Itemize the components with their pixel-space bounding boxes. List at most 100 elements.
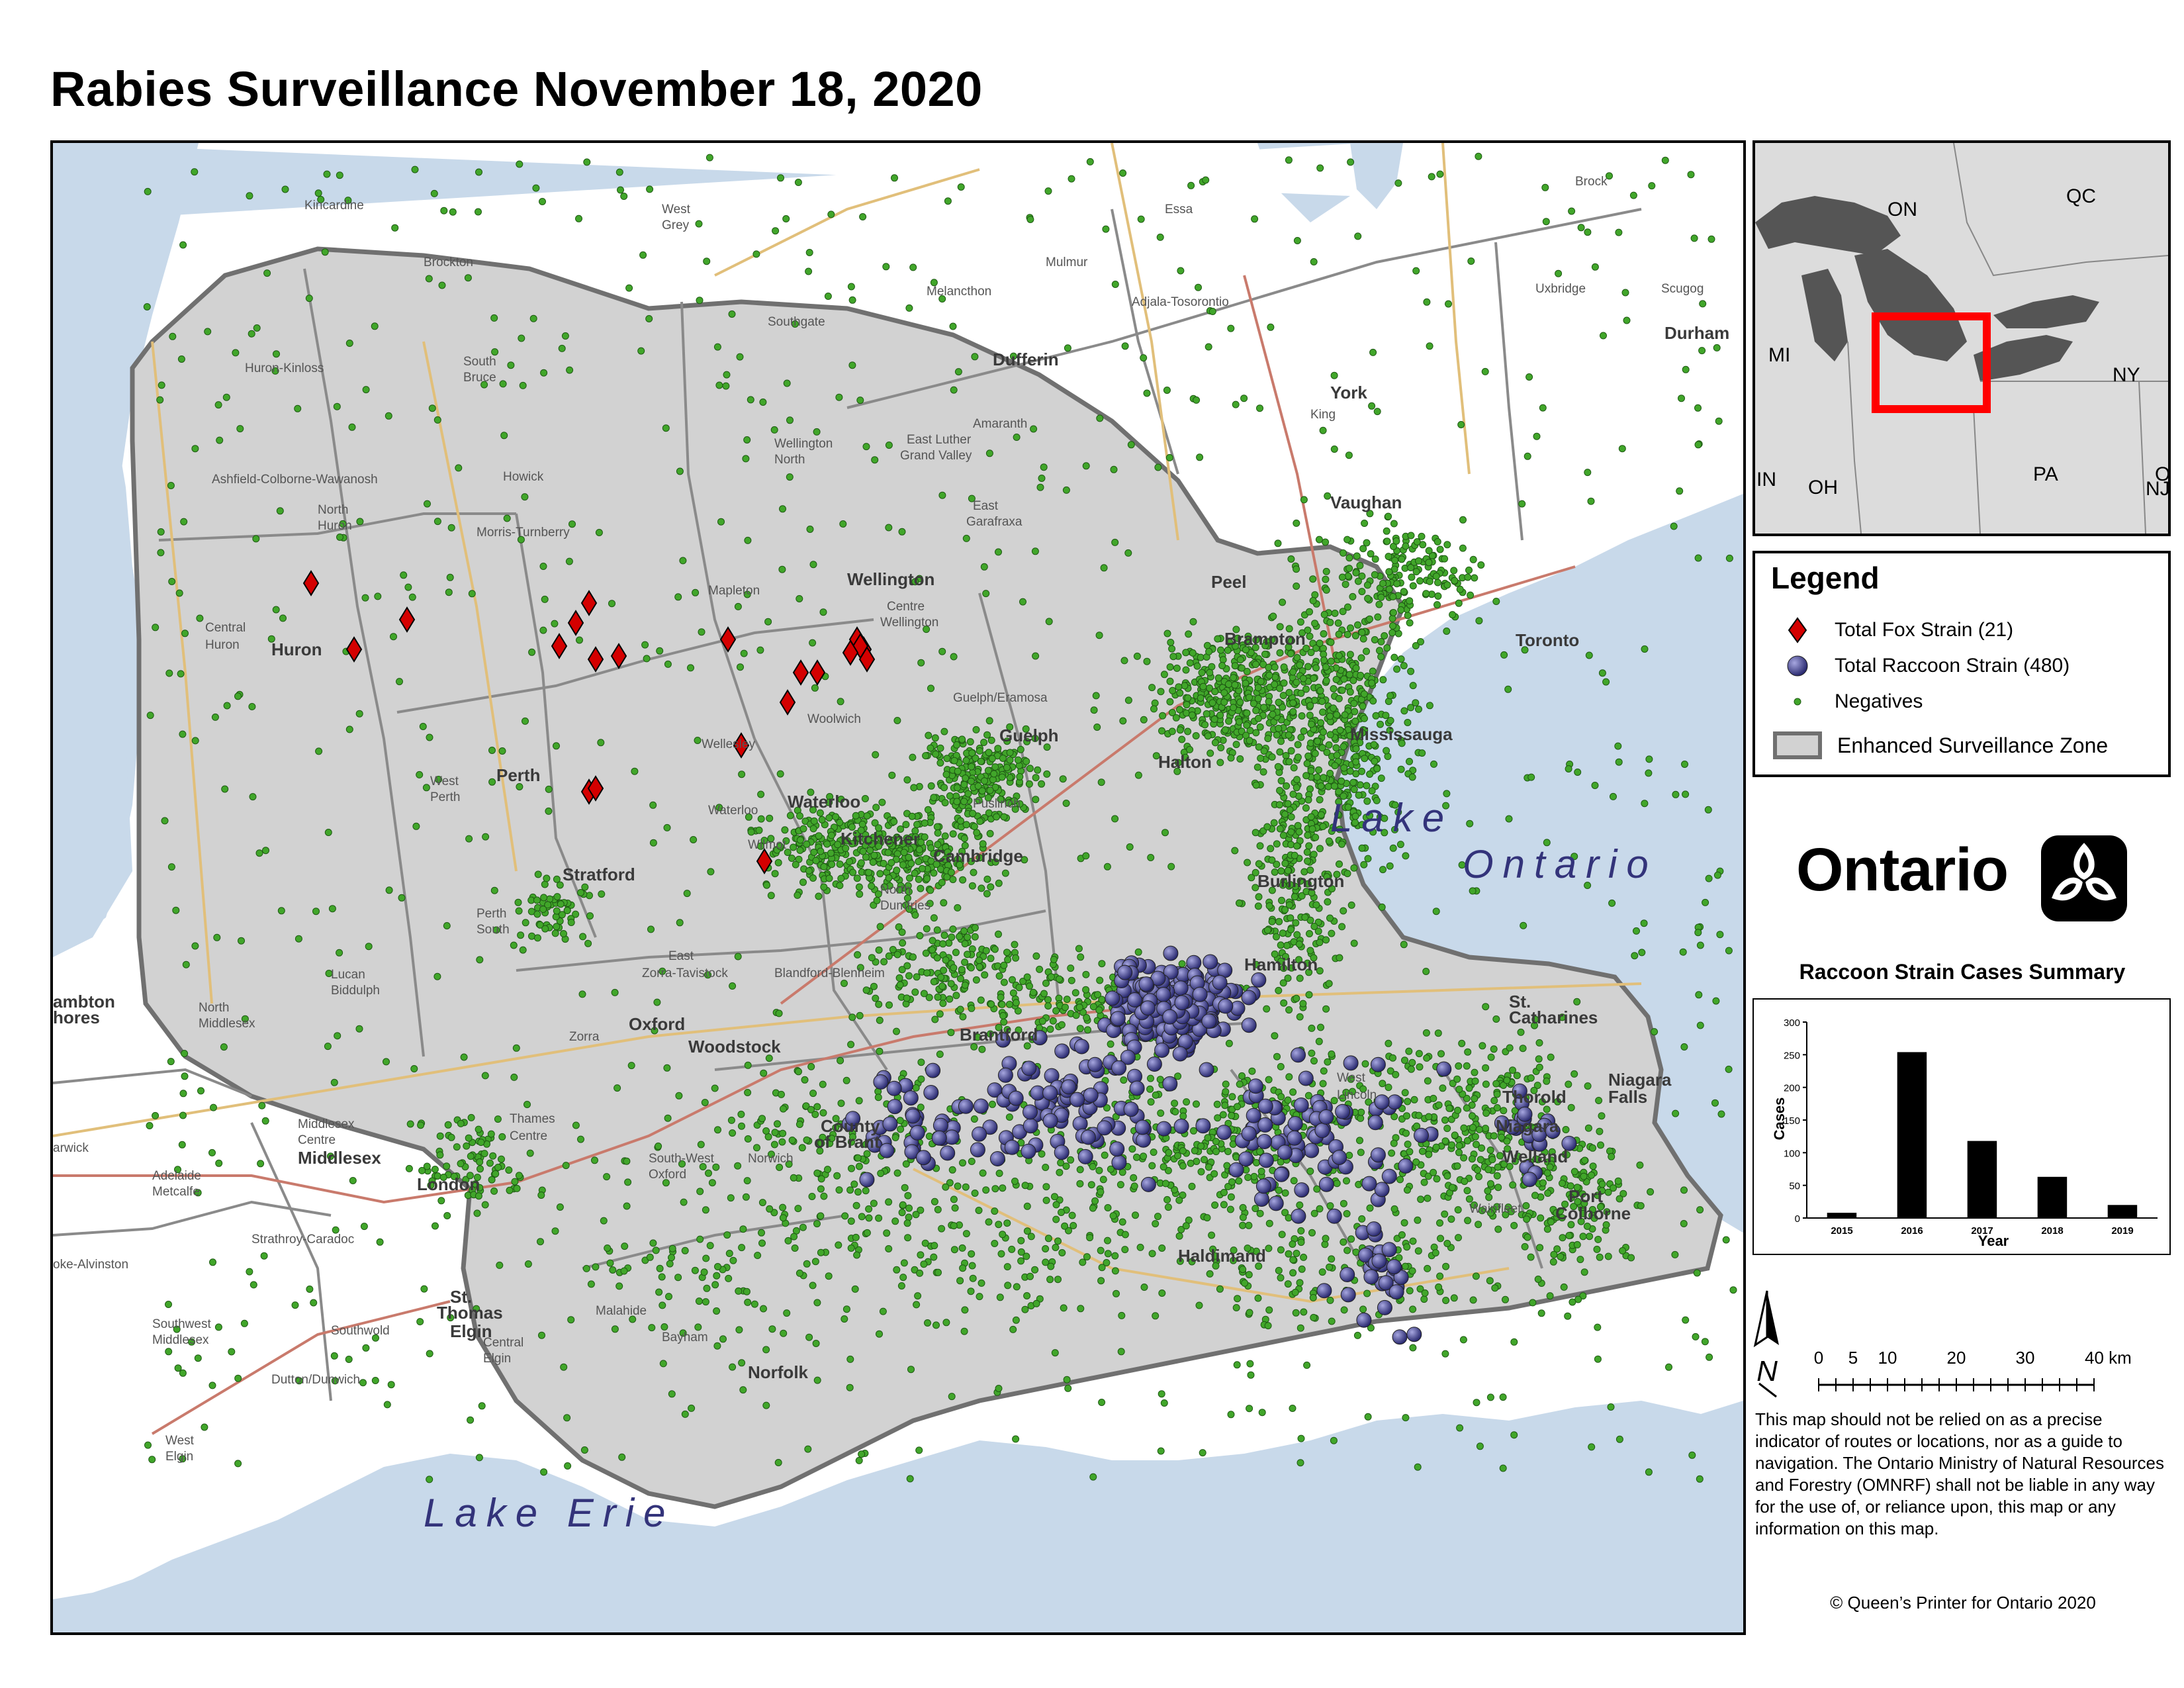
negative-sample-dot: [1263, 926, 1271, 934]
negative-sample-dot: [960, 1327, 968, 1335]
negative-sample-dot: [940, 966, 948, 974]
negative-sample-dot: [1297, 1239, 1305, 1246]
negative-sample-dot: [656, 1264, 664, 1272]
negative-sample-dot: [1383, 527, 1390, 535]
negative-sample-dot: [1254, 1294, 1262, 1302]
negative-sample-dot: [465, 1134, 473, 1142]
negative-sample-dot: [1306, 632, 1314, 640]
negative-sample-dot: [1345, 451, 1353, 459]
raccoon-case-marker: [1154, 1043, 1170, 1058]
negative-sample-dot: [1003, 949, 1011, 957]
negative-sample-dot: [1298, 712, 1306, 720]
negative-sample-dot: [312, 908, 320, 915]
negative-sample-dot: [528, 648, 536, 656]
negative-sample-dot: [796, 1121, 803, 1128]
negative-sample-dot: [1228, 1178, 1236, 1186]
raccoon-case-marker: [989, 1151, 1005, 1166]
negative-sample-dot: [1186, 659, 1194, 667]
negative-sample-dot: [482, 833, 490, 841]
negative-sample-dot: [982, 1186, 990, 1194]
negative-sample-dot: [912, 1211, 920, 1219]
negative-sample-dot: [1022, 725, 1030, 733]
negative-sample-dot: [1424, 1077, 1432, 1085]
negative-sample-dot: [146, 1122, 154, 1129]
negative-sample-dot: [737, 1110, 745, 1118]
negative-sample-dot: [770, 1141, 778, 1149]
negative-sample-dot: [1168, 709, 1176, 716]
negative-sample-dot: [859, 213, 867, 220]
negative-sample-dot: [1534, 1276, 1542, 1283]
negative-sample-dot: [1098, 960, 1106, 968]
raccoon-case-marker: [1004, 1139, 1020, 1155]
negative-sample-dot: [577, 889, 584, 896]
negative-sample-dot: [1032, 652, 1040, 660]
raccoon-case-marker: [1156, 1121, 1172, 1137]
negative-sample-dot: [1304, 663, 1312, 671]
negative-sample-dot: [1312, 664, 1320, 672]
negative-sample-dot: [1011, 941, 1019, 949]
negative-sample-dot: [913, 821, 921, 829]
negative-sample-dot: [1042, 1183, 1050, 1191]
negative-sample-dot: [1455, 1234, 1462, 1242]
negative-sample-dot: [281, 185, 289, 193]
negative-sample-dot: [1203, 710, 1210, 718]
negative-sample-dot: [476, 1158, 484, 1166]
negative-sample-dot: [1292, 1309, 1300, 1317]
negative-sample-dot: [1317, 1023, 1324, 1031]
main-map[interactable]: Kincardine West Grey Essa Brock Brockton Mulmu…: [50, 140, 1746, 1635]
negative-sample-dot: [1398, 555, 1406, 563]
negative-sample-dot: [808, 1193, 816, 1200]
negative-sample-dot: [980, 563, 988, 571]
negative-sample-dot: [885, 1245, 893, 1252]
negative-sample-dot: [545, 785, 553, 793]
negative-sample-dot: [1712, 997, 1720, 1005]
negative-sample-dot: [1456, 1424, 1464, 1432]
negative-sample-dot: [410, 1065, 418, 1072]
negative-sample-dot: [700, 1268, 708, 1276]
negative-sample-dot: [1615, 1195, 1623, 1203]
negative-sample-dot: [1236, 698, 1244, 706]
raccoon-case-marker: [1387, 1094, 1402, 1110]
negative-sample-dot: [553, 907, 561, 915]
negative-sample-dot: [1227, 1411, 1235, 1419]
negative-sample-dot: [930, 869, 938, 877]
negative-sample-dot: [1505, 815, 1513, 823]
negative-sample-dot: [653, 998, 661, 1006]
negative-sample-dot: [679, 557, 687, 565]
negative-sample-dot: [1282, 953, 1289, 961]
negative-sample-dot: [1631, 952, 1639, 960]
negative-sample-dot: [1305, 991, 1313, 999]
negative-sample-dot: [784, 1237, 792, 1244]
negative-sample-dot: [272, 606, 280, 614]
negative-sample-dot: [1179, 1112, 1187, 1120]
negative-sample-dot: [1234, 634, 1242, 642]
negative-sample-dot: [1279, 831, 1287, 839]
negative-sample-dot: [167, 863, 175, 871]
negative-sample-dot: [902, 821, 910, 829]
negative-sample-dot: [1469, 1123, 1477, 1131]
negative-sample-dot: [1179, 1162, 1187, 1170]
negative-sample-dot: [665, 1293, 672, 1301]
negative-sample-dot: [1403, 1243, 1411, 1251]
negative-sample-dot: [376, 1238, 384, 1246]
negative-sample-dot: [1319, 708, 1327, 716]
negative-sample-dot: [811, 1258, 819, 1266]
negative-sample-dot: [1690, 234, 1698, 242]
negative-sample-dot: [905, 1213, 913, 1221]
negative-sample-dot: [1541, 183, 1549, 191]
negative-sample-dot: [1330, 371, 1338, 379]
negative-sample-dot: [1715, 417, 1723, 425]
negative-sample-dot: [985, 717, 993, 725]
negative-sample-dot: [991, 1185, 999, 1193]
negative-sample-dot: [1276, 649, 1284, 657]
negative-sample-dot: [422, 784, 430, 792]
negative-sample-dot: [995, 1385, 1003, 1392]
negative-sample-dot: [738, 1359, 746, 1367]
negative-sample-dot: [1358, 844, 1366, 852]
negative-sample-dot: [794, 179, 802, 186]
negative-sample-dot: [1577, 224, 1585, 232]
negative-sample-dot: [1340, 549, 1347, 557]
negative-sample-dot: [475, 168, 482, 176]
negative-sample-dot: [538, 1331, 545, 1339]
